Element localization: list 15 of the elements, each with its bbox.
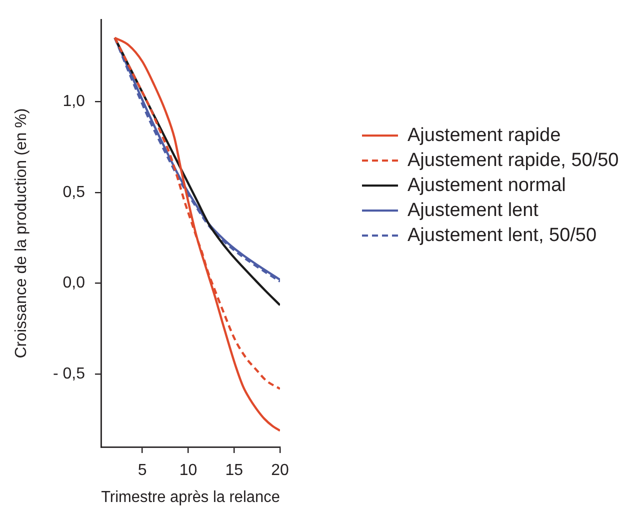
- legend-label: Ajustement rapide, 50/50: [408, 150, 619, 171]
- x-tick-label: 5: [138, 462, 147, 480]
- y-axis-title: Croissance de la production (en %): [13, 108, 30, 358]
- y-tick-label: 1,0: [62, 92, 86, 110]
- y-tick-label: 0,0: [62, 274, 86, 292]
- legend-label: Ajustement rapide: [408, 124, 561, 146]
- legend-label: Ajustement lent: [408, 200, 540, 221]
- legend-label: Ajustement lent, 50/50: [408, 224, 597, 246]
- y-tick-label: - 0,5: [52, 366, 86, 383]
- legend-label: Ajustement normal: [408, 174, 566, 196]
- x-tick-label: 20: [271, 462, 289, 480]
- x-tick-label: 10: [179, 462, 198, 480]
- x-axis-title: Trimestre après la relance: [101, 488, 280, 506]
- y-tick-label: 0,5: [62, 184, 86, 201]
- x-tick-label: 15: [225, 462, 244, 480]
